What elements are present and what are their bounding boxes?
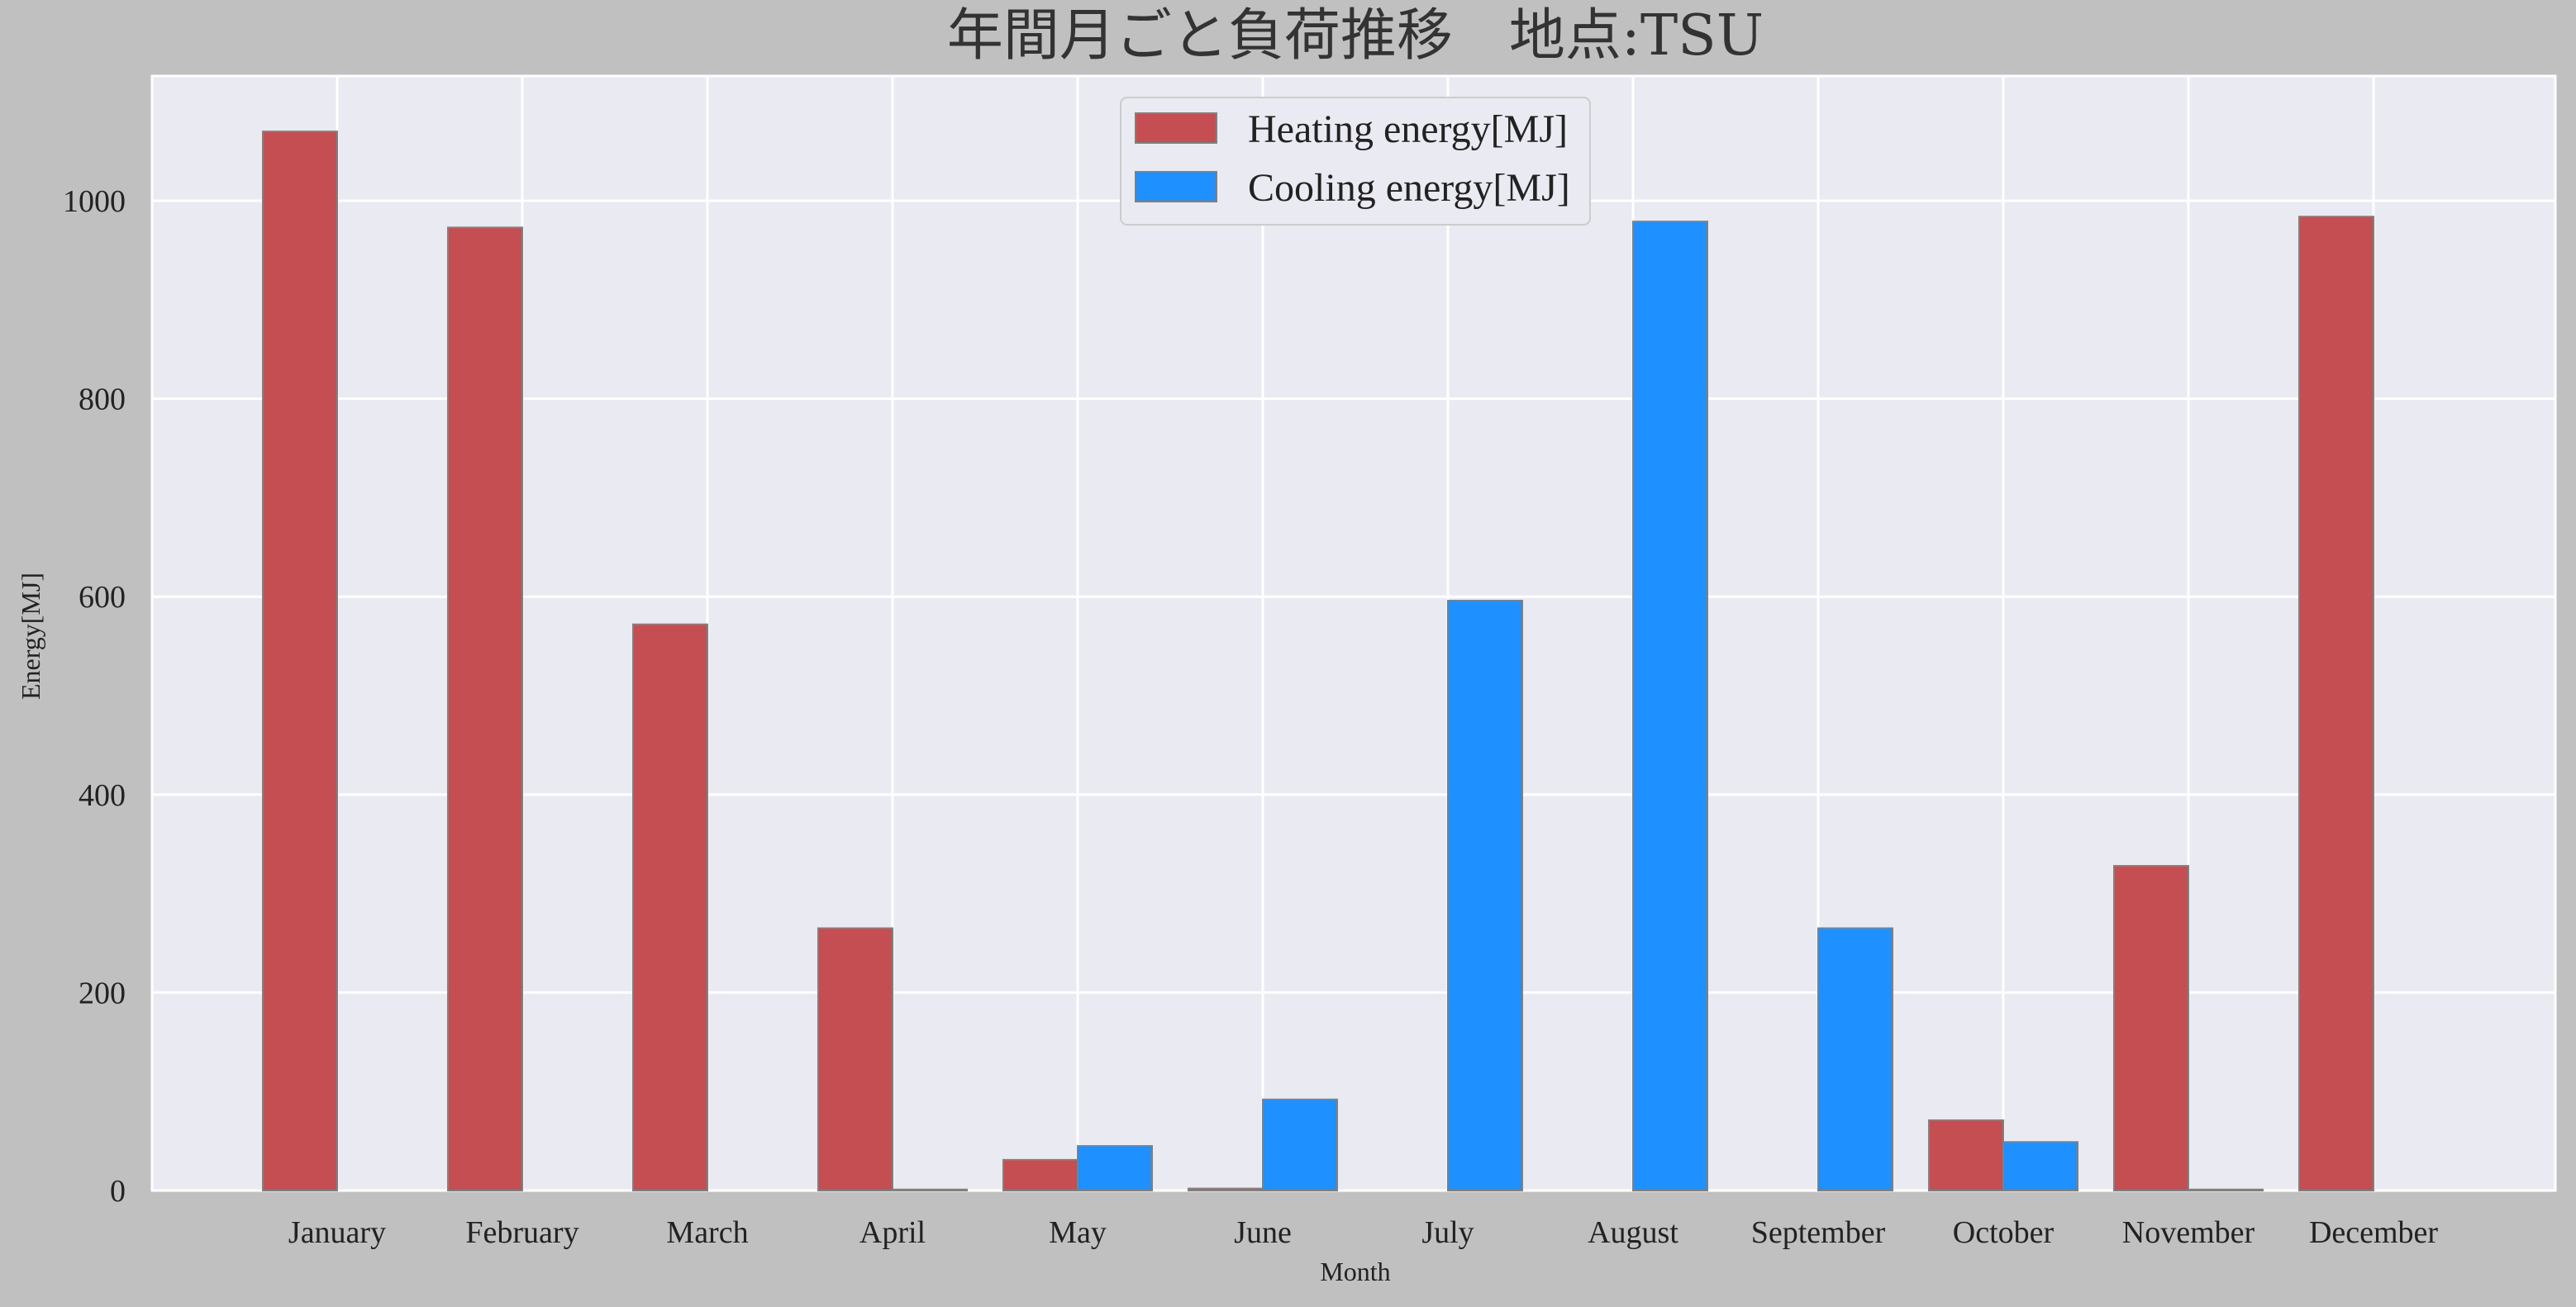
x-tick-label: September	[1751, 1215, 1886, 1250]
heating-bar	[817, 927, 893, 1192]
cooling-bar	[2002, 1141, 2078, 1191]
cooling-bar	[892, 1188, 968, 1192]
chart-title: 年間月ごと負荷推移 地点:TSU	[947, 3, 1764, 69]
x-tick-label: May	[1049, 1215, 1107, 1250]
cooling-bar	[1632, 221, 1708, 1192]
heating-bar	[262, 131, 338, 1191]
x-tick-label: July	[1421, 1215, 1474, 1250]
heating-bar	[1928, 1119, 2004, 1192]
y-axis-label: Energy[MJ]	[16, 573, 45, 700]
x-tick-label: October	[1953, 1215, 2055, 1250]
legend-label-heating: Heating energy[MJ]	[1248, 107, 1568, 151]
legend-swatch-cooling	[1135, 171, 1217, 202]
legend-label-cooling: Cooling energy[MJ]	[1248, 166, 1570, 210]
heating-bar	[632, 623, 708, 1191]
x-tick-label: April	[859, 1215, 926, 1250]
x-tick-labels: January February March April May June July Augu…	[288, 1215, 2438, 1250]
x-tick-label: November	[2122, 1215, 2255, 1250]
x-axis-label: Month	[1320, 1257, 1390, 1286]
x-tick-label: August	[1588, 1215, 1678, 1250]
heating-bar	[2298, 216, 2374, 1192]
x-tick-label: January	[288, 1215, 386, 1250]
y-tick-label: 800	[79, 383, 126, 417]
heating-bar	[2113, 865, 2189, 1192]
cooling-bar	[1077, 1145, 1153, 1191]
legend-swatch-heating	[1135, 112, 1217, 144]
y-tick-label: 200	[79, 976, 126, 1010]
x-tick-label: February	[465, 1215, 579, 1250]
cooling-bar	[2188, 1188, 2264, 1192]
bar-series	[262, 131, 2374, 1192]
heating-bar	[1188, 1187, 1264, 1192]
cooling-bar	[1817, 927, 1893, 1192]
y-tick-labels: 0 200 400 600 800 1000	[63, 184, 126, 1209]
y-tick-label: 400	[79, 778, 126, 813]
cooling-bar	[1447, 599, 1523, 1191]
y-tick-label: 0	[110, 1174, 126, 1209]
x-tick-label: December	[2309, 1215, 2438, 1250]
legend: Heating energy[MJ] Cooling energy[MJ]	[1120, 97, 1591, 226]
y-tick-label: 600	[79, 580, 126, 615]
legend-box	[1120, 97, 1591, 226]
cooling-bar	[1262, 1098, 1338, 1192]
heating-bar	[1002, 1158, 1078, 1192]
x-tick-label: June	[1234, 1215, 1292, 1250]
heating-bar	[447, 226, 523, 1192]
y-tick-label: 1000	[63, 184, 126, 219]
x-tick-label: March	[666, 1215, 748, 1250]
